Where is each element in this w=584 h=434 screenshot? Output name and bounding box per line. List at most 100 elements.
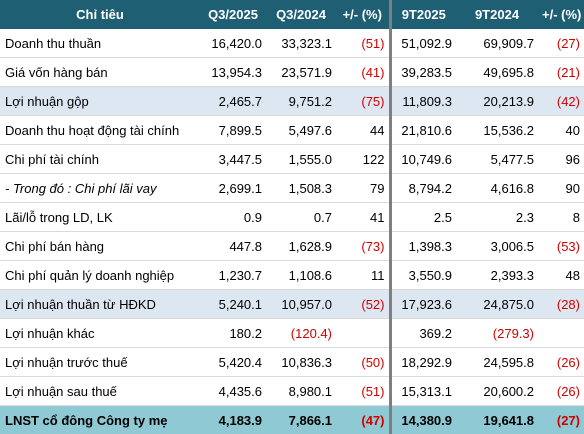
cell-9t-change: (53) — [538, 232, 584, 261]
cell-9t2025: 1,398.3 — [390, 232, 456, 261]
header-9t-change: +/- (%) — [538, 0, 584, 29]
cell-q3-2025: 4,435.6 — [200, 377, 266, 406]
cell-9t2024: 4,616.8 — [456, 174, 538, 203]
cell-q-change: 44 — [336, 116, 390, 145]
cell-9t2025: 3,550.9 — [390, 261, 456, 290]
cell-9t2024: 49,695.8 — [456, 58, 538, 87]
header-q3-2025: Q3/2025 — [200, 0, 266, 29]
cell-q3-2024: 1,555.0 — [266, 145, 336, 174]
cell-q3-2025: 13,954.3 — [200, 58, 266, 87]
cell-9t-change: (42) — [538, 87, 584, 116]
cell-9t2024: 24,875.0 — [456, 290, 538, 319]
cell-q3-2025: 2,465.7 — [200, 87, 266, 116]
row-label: Lãi/lỗ trong LD, LK — [0, 203, 200, 232]
header-chi-tieu: Chỉ tiêu — [0, 0, 200, 29]
cell-q3-2025: 16,420.0 — [200, 29, 266, 58]
cell-q3-2024: 23,571.9 — [266, 58, 336, 87]
cell-9t2025: 15,313.1 — [390, 377, 456, 406]
row-label: Lợi nhuận khác — [0, 319, 200, 348]
row-label: Giá vốn hàng bán — [0, 58, 200, 87]
cell-9t2024: 24,595.8 — [456, 348, 538, 377]
cell-q-change — [336, 319, 390, 348]
cell-9t2024: 69,909.7 — [456, 29, 538, 58]
header-9t2025: 9T2025 — [390, 0, 456, 29]
cell-q3-2024: (120.4) — [266, 319, 336, 348]
row-label: Chi phí quản lý doanh nghiệp — [0, 261, 200, 290]
cell-q-change: 11 — [336, 261, 390, 290]
cell-9t-change: (28) — [538, 290, 584, 319]
cell-q-change: (51) — [336, 377, 390, 406]
cell-q3-2025: 3,447.5 — [200, 145, 266, 174]
cell-9t2025: 21,810.6 — [390, 116, 456, 145]
cell-9t2024: 3,006.5 — [456, 232, 538, 261]
cell-9t2025: 369.2 — [390, 319, 456, 348]
cell-9t-change: (27) — [538, 29, 584, 58]
cell-9t2025: 8,794.2 — [390, 174, 456, 203]
row-label: Lợi nhuận gộp — [0, 87, 200, 116]
cell-9t2025: 39,283.5 — [390, 58, 456, 87]
cell-9t-change: 40 — [538, 116, 584, 145]
cell-9t-change: 8 — [538, 203, 584, 232]
cell-9t2024: (279.3) — [456, 319, 538, 348]
cell-9t-change: (27) — [538, 406, 584, 434]
cell-q-change: (50) — [336, 348, 390, 377]
cell-q-change: (73) — [336, 232, 390, 261]
cell-9t2024: 15,536.2 — [456, 116, 538, 145]
cell-q-change: (75) — [336, 87, 390, 116]
header-q-change: +/- (%) — [336, 0, 390, 29]
cell-9t2025: 2.5 — [390, 203, 456, 232]
cell-q3-2025: 447.8 — [200, 232, 266, 261]
cell-q3-2025: 180.2 — [200, 319, 266, 348]
cell-9t-change: 90 — [538, 174, 584, 203]
cell-q3-2025: 5,240.1 — [200, 290, 266, 319]
cell-q-change: 79 — [336, 174, 390, 203]
cell-q-change: (52) — [336, 290, 390, 319]
row-label: Lợi nhuận thuần từ HĐKD — [0, 290, 200, 319]
cell-9t2025: 17,923.6 — [390, 290, 456, 319]
row-label: Chi phí bán hàng — [0, 232, 200, 261]
cell-q3-2024: 10,836.3 — [266, 348, 336, 377]
cell-q3-2025: 0.9 — [200, 203, 266, 232]
cell-q3-2024: 7,866.1 — [266, 406, 336, 434]
cell-q-change: (47) — [336, 406, 390, 434]
cell-q3-2025: 4,183.9 — [200, 406, 266, 434]
row-label: Lợi nhuận sau thuế — [0, 377, 200, 406]
cell-9t2025: 14,380.9 — [390, 406, 456, 434]
cell-q3-2024: 1,108.6 — [266, 261, 336, 290]
header-q3-2024: Q3/2024 — [266, 0, 336, 29]
cell-9t2025: 51,092.9 — [390, 29, 456, 58]
cell-9t-change: (26) — [538, 348, 584, 377]
cell-q3-2024: 9,751.2 — [266, 87, 336, 116]
cell-q3-2024: 1,628.9 — [266, 232, 336, 261]
cell-9t2025: 18,292.9 — [390, 348, 456, 377]
cell-9t2024: 19,641.8 — [456, 406, 538, 434]
cell-q3-2024: 0.7 — [266, 203, 336, 232]
cell-9t-change — [538, 319, 584, 348]
cell-9t2024: 2.3 — [456, 203, 538, 232]
cell-q3-2025: 5,420.4 — [200, 348, 266, 377]
cell-q-change: 122 — [336, 145, 390, 174]
cell-q3-2024: 33,323.1 — [266, 29, 336, 58]
row-label: Lợi nhuận trước thuế — [0, 348, 200, 377]
row-label: Chi phí tài chính — [0, 145, 200, 174]
cell-q3-2024: 10,957.0 — [266, 290, 336, 319]
cell-q3-2025: 2,699.1 — [200, 174, 266, 203]
cell-9t2025: 11,809.3 — [390, 87, 456, 116]
cell-9t-change: (21) — [538, 58, 584, 87]
header-9t2024: 9T2024 — [456, 0, 538, 29]
cell-q-change: (41) — [336, 58, 390, 87]
cell-9t2025: 10,749.6 — [390, 145, 456, 174]
row-label: - Trong đó : Chi phí lãi vay — [0, 174, 200, 203]
cell-q3-2025: 7,899.5 — [200, 116, 266, 145]
table-header-row: Chỉ tiêu Q3/2025 Q3/2024 +/- (%) 9T2025 … — [0, 0, 584, 29]
row-label: Doanh thu hoạt động tài chính — [0, 116, 200, 145]
